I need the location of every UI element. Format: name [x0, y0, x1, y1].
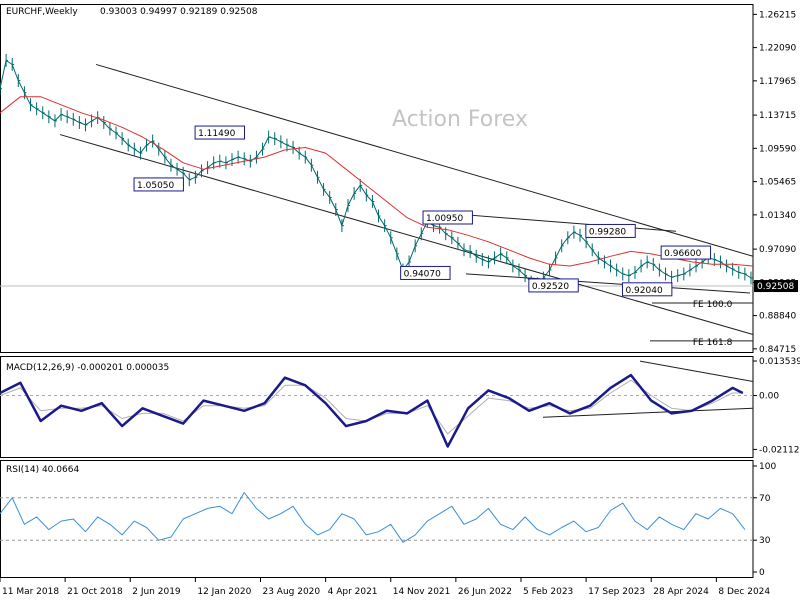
price-y-tick-label: 1.01340	[759, 211, 796, 221]
x-tick-label: 26 Jun 2022	[458, 587, 512, 597]
price-panel: 1.26215 1.22090 1.17965 1.13715 1.09590 1.054…	[0, 4, 798, 355]
x-tick-label: 28 Apr 2024	[653, 587, 709, 597]
chart-ohlc: 0.93003 0.94997 0.92189 0.92508	[100, 7, 258, 17]
price-frame	[0, 4, 754, 353]
level-annotation-box	[528, 278, 579, 293]
level-annotation-box	[621, 282, 673, 297]
x-tick-label: 11 Mar 2018	[2, 587, 59, 597]
price-y-tick-label: 1.05465	[759, 178, 796, 188]
x-tick-label: 17 Sep 2023	[588, 587, 645, 597]
x-tick-label: 14 Nov 2021	[393, 587, 451, 597]
macd-title: MACD(12,26,9) -0.000201 0.000035	[6, 363, 169, 373]
rsi-y-tick-label: 30	[759, 536, 771, 546]
macd-trend-lower	[542, 407, 754, 418]
current-price-box	[754, 280, 798, 293]
fe-label: FE 161.8	[693, 338, 733, 348]
macd-y-tick-label: -0.021129	[759, 445, 800, 455]
price-series	[0, 59, 752, 285]
price-y-tick-label: 0.84715	[759, 345, 796, 355]
rsi-y-tick-label: 70	[759, 494, 771, 504]
level-annotation-box	[194, 125, 245, 140]
watermark: Action Forex	[392, 107, 528, 132]
level-annotation-box	[585, 223, 636, 238]
rsi-panel: 100 70 30 0	[0, 460, 776, 578]
x-axis: 11 Mar 2018 21 Oct 2018 2 Jun 2019 12 Jan 2…	[0, 578, 770, 597]
price-y-tick-label: 1.13715	[759, 111, 796, 121]
macd-signal-series	[0, 379, 743, 435]
price-y-tick-label: 1.26215	[759, 10, 796, 20]
price-y-tick-label: 0.97090	[759, 245, 796, 255]
rsi-title: RSI(14) 40.0664	[6, 465, 79, 475]
price-y-tick-label: 1.09590	[759, 144, 796, 154]
price-y-tick-label: 1.22090	[759, 44, 796, 54]
level-annotation-box	[400, 265, 451, 280]
level-annotation-label: 0.99280	[589, 227, 626, 237]
x-tick-label: 5 Feb 2023	[523, 587, 573, 597]
trend-line-4	[449, 213, 677, 232]
x-tick-label: 21 Oct 2018	[67, 587, 123, 597]
x-tick-label: 2 Jun 2019	[132, 587, 181, 597]
chart-symbol: EURCHF,Weekly	[6, 7, 78, 17]
level-annotation-label: 0.92520	[532, 282, 569, 292]
rsi-series	[0, 492, 746, 543]
trend-line-1	[95, 63, 754, 257]
macd-panel: 0.013539 0.00 -0.021129	[0, 356, 800, 458]
level-annotation-box	[422, 210, 473, 225]
macd-trend-upper	[639, 360, 754, 382]
price-y-tick-label: 1.17965	[759, 77, 796, 87]
level-annotation-label: 1.05050	[137, 181, 174, 191]
rsi-y-tick-label: 100	[759, 462, 776, 472]
level-annotation-label: 0.92040	[625, 286, 662, 296]
level-annotation-label: 0.94070	[404, 269, 441, 279]
moving-average-series	[0, 96, 754, 267]
x-tick-label: 4 Apr 2021	[328, 587, 378, 597]
trend-line-3	[465, 273, 751, 294]
trend-line-2	[59, 134, 754, 335]
x-tick-label: 12 Jan 2020	[197, 587, 251, 597]
macd-frame	[0, 356, 754, 458]
level-annotation-box	[660, 245, 712, 260]
x-tick-label: 8 Dec 2024	[718, 587, 770, 597]
price-y-tick-label: 0.88840	[759, 312, 796, 322]
rsi-frame	[0, 460, 754, 578]
level-annotation-label: 1.00950	[426, 214, 463, 224]
level-annotation-box	[133, 177, 184, 192]
macd-y-tick-label: 0.013539	[759, 357, 800, 367]
x-tick-label: 23 Aug 2020	[262, 587, 320, 597]
current-price-label: 0.92508	[757, 282, 794, 292]
fe-label: FE 100.0	[693, 300, 733, 310]
level-annotation-label: 1.11490	[198, 129, 235, 139]
level-annotation-label: 0.96600	[664, 249, 701, 259]
macd-series	[0, 373, 744, 448]
macd-y-tick-label: 0.00	[759, 392, 779, 402]
rsi-y-tick-label: 0	[759, 568, 765, 578]
